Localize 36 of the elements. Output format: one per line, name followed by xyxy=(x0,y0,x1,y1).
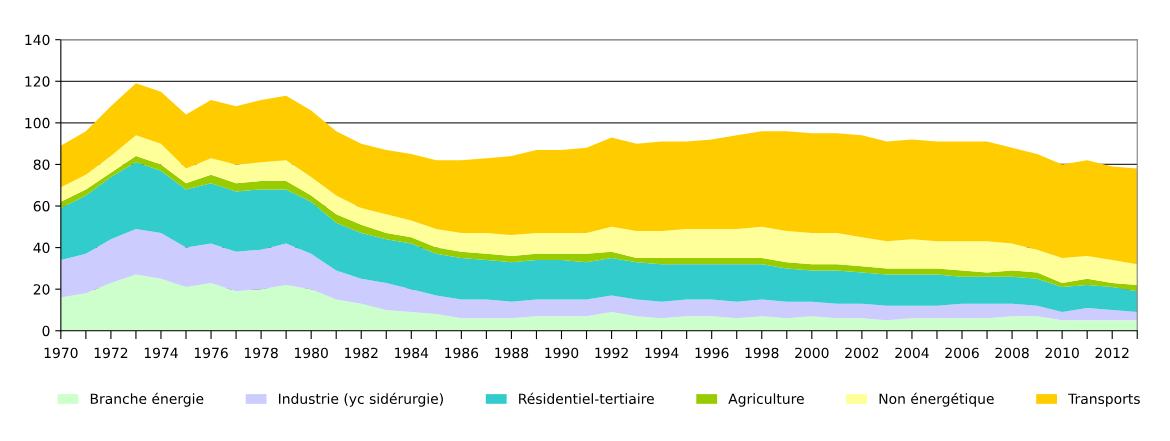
x-tick-label: 2012 xyxy=(1095,347,1129,359)
x-tick-label: 1994 xyxy=(645,347,679,359)
y-tick-label: 40 xyxy=(33,242,50,254)
x-tick-label: 2010 xyxy=(1045,347,1079,359)
x-tick-label: 1972 xyxy=(94,347,128,359)
legend-label: Non énergétique xyxy=(879,392,994,407)
x-tick-label: 1970 xyxy=(44,347,78,359)
y-tick-label: 20 xyxy=(33,284,50,295)
y-tick-label: 140 xyxy=(25,34,50,46)
x-tick-label: 1990 xyxy=(545,347,579,359)
y-tick-label: 60 xyxy=(33,200,50,212)
x-tick-label: 1986 xyxy=(445,347,479,359)
x-tick-label: 1974 xyxy=(144,347,178,359)
x-tick-label: 1976 xyxy=(194,347,228,359)
legend-label: Transports xyxy=(1068,393,1140,407)
y-tick-label: 80 xyxy=(33,159,50,170)
x-tick-label: 1980 xyxy=(295,347,328,359)
x-tick-label: 1992 xyxy=(595,347,628,359)
y-tick-label: 0 xyxy=(42,325,50,337)
legend-label: Branche énergie xyxy=(90,392,204,407)
y-tick-label: 120 xyxy=(25,76,50,87)
legend-label: Industrie (yc sidérurgie) xyxy=(279,392,443,407)
x-tick-label: 2006 xyxy=(945,347,979,359)
x-tick-label: 1996 xyxy=(695,347,729,359)
legend-label: Résidentiel-tertiaire xyxy=(519,392,654,405)
x-tick-label: 1988 xyxy=(495,347,529,359)
x-tick-label: 2004 xyxy=(895,347,929,359)
x-tick-label: 1984 xyxy=(395,347,429,359)
x-tick-label: 1998 xyxy=(745,347,779,359)
x-tick-label: 2002 xyxy=(845,347,879,359)
legend-label: Agriculture xyxy=(728,393,804,407)
y-tick-label: 100 xyxy=(25,117,50,129)
x-tick-label: 1978 xyxy=(244,347,278,359)
x-tick-label: 2000 xyxy=(795,347,829,359)
x-tick-label: 1982 xyxy=(345,347,378,359)
x-tick-label: 2008 xyxy=(995,347,1029,359)
